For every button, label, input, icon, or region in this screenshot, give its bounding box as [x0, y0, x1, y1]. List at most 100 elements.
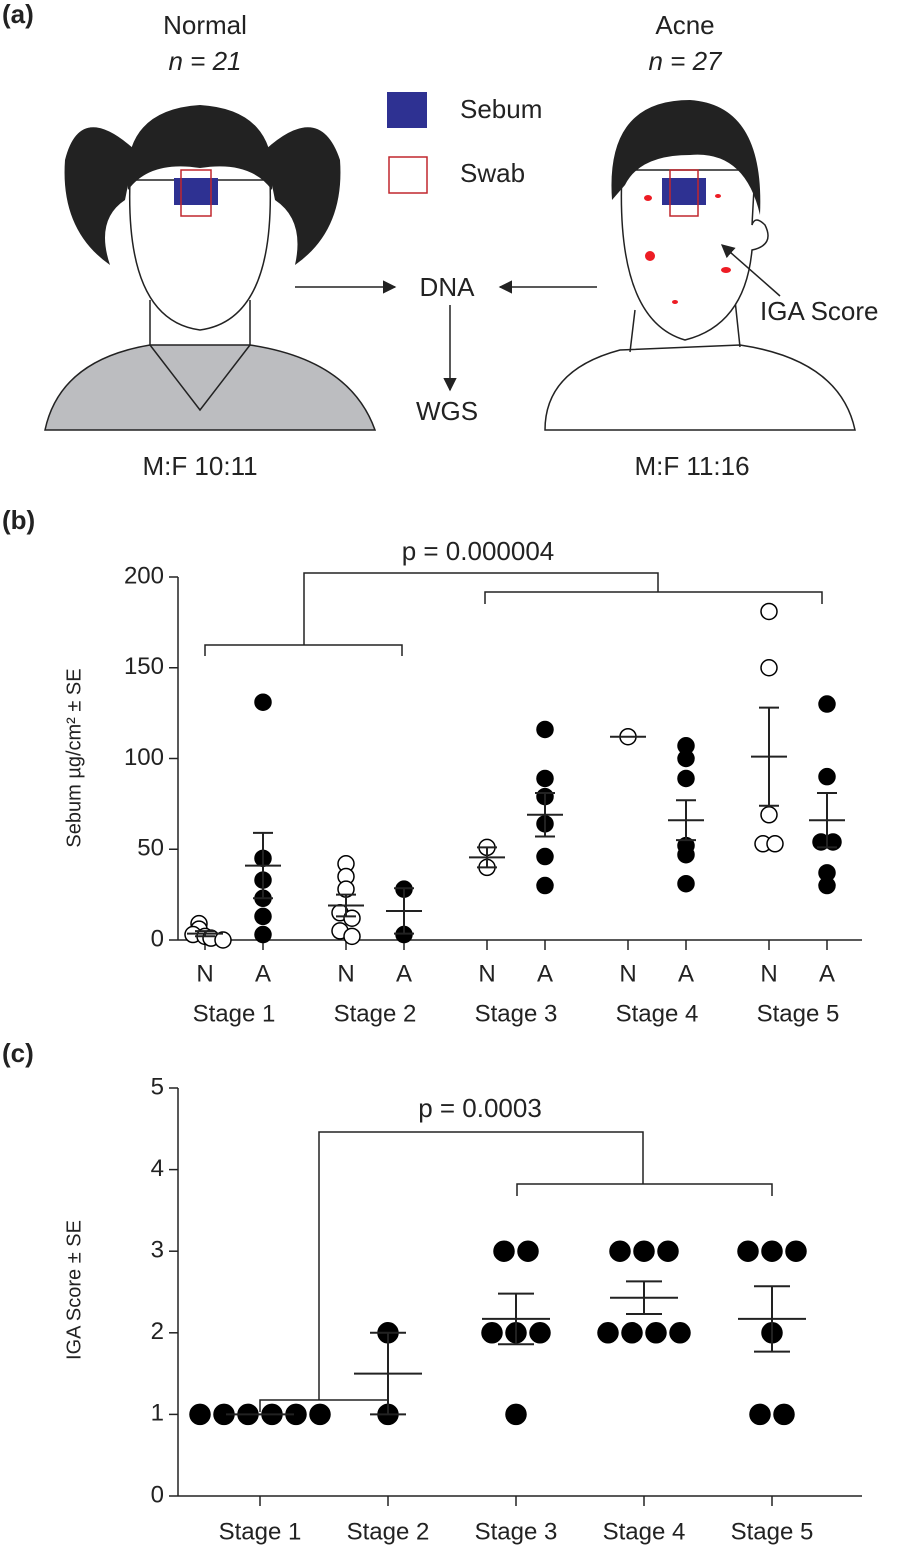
error-bar: [676, 799, 696, 842]
significance-bracket: [204, 572, 823, 656]
y-tick-label: 200: [124, 562, 164, 589]
data-point: [773, 1403, 795, 1426]
group-title: Normal: [163, 10, 247, 40]
error-bar: [253, 831, 273, 900]
data-point: [609, 1240, 631, 1262]
data-point: [536, 720, 554, 739]
legend-label: Sebum: [460, 94, 542, 124]
group-label: Stage 3: [475, 1000, 558, 1027]
data-point: [824, 833, 842, 851]
error-bar: [759, 706, 779, 807]
data-point: [677, 845, 695, 864]
data-point: [761, 1240, 783, 1262]
sex-ratio: M:F 10:11: [142, 451, 257, 481]
x-tick-label: Stage 4: [603, 1518, 686, 1545]
x-tick-label: N: [478, 960, 495, 987]
legend-swatches: [387, 92, 428, 194]
y-tick-label: 150: [124, 653, 164, 680]
group-title: Acne: [655, 10, 714, 40]
y-tick-label: 4: [151, 1155, 164, 1182]
data-point: [517, 1240, 539, 1262]
x-tick-label: Stage 5: [731, 1518, 814, 1545]
y-axis-label: IGA Score ± SE: [63, 1220, 85, 1360]
data-point: [818, 767, 836, 786]
x-tick-label: A: [819, 960, 835, 987]
p-value: p = 0.0003: [418, 1093, 542, 1123]
y-tick-label: 5: [151, 1073, 164, 1100]
data-point: [343, 927, 361, 946]
group-label: Stage 5: [757, 1000, 840, 1027]
x-tick-label: N: [337, 960, 354, 987]
x-tick-label: A: [678, 960, 694, 987]
x-tick-label: A: [255, 960, 271, 987]
data-point: [505, 1403, 527, 1426]
data-point: [536, 876, 554, 895]
group-n: n = 21: [168, 46, 241, 76]
data-point: [737, 1240, 759, 1262]
x-tick-label: Stage 3: [475, 1518, 558, 1545]
data-point: [657, 1240, 679, 1262]
error-bar: [535, 791, 555, 838]
error-bar: [394, 887, 414, 935]
data-point: [529, 1322, 551, 1344]
data-point: [493, 1240, 515, 1262]
y-tick-label: 1: [151, 1400, 164, 1427]
panel-label: (b): [2, 505, 35, 535]
error-bar: [626, 1280, 662, 1316]
error-bar: [336, 893, 356, 918]
data-point: [254, 693, 272, 711]
data-point: [818, 695, 836, 713]
group-label: Stage 1: [193, 1000, 276, 1027]
error-bar: [370, 1331, 406, 1416]
error-bar: [477, 846, 497, 869]
data-point: [597, 1322, 619, 1344]
data-point: [677, 749, 695, 768]
data-point: [633, 1240, 655, 1262]
y-axis-label: Sebum µg/cm² ± SE: [63, 668, 85, 847]
error-bar: [754, 1285, 790, 1353]
data-point: [677, 874, 695, 893]
data-point: [766, 835, 784, 853]
panel-label: (a): [2, 0, 34, 29]
data-point: [254, 925, 272, 944]
sex-ratio: M:F 11:16: [634, 451, 749, 481]
data-point: [481, 1322, 503, 1344]
normal-figure: [44, 105, 377, 431]
data-point: [536, 847, 554, 866]
y-tick-label: 3: [151, 1237, 164, 1264]
data-point: [749, 1403, 771, 1426]
x-tick-label: A: [396, 960, 412, 987]
data-point: [621, 1322, 643, 1344]
x-tick-label: Stage 1: [219, 1518, 302, 1545]
data-point: [760, 659, 778, 677]
y-tick-label: 50: [137, 835, 164, 862]
group-label: Stage 4: [616, 1000, 699, 1027]
data-point: [785, 1240, 807, 1262]
legend-label: Swab: [460, 158, 525, 188]
x-tick-label: N: [760, 960, 777, 987]
data-point: [669, 1322, 691, 1344]
wgs-label: WGS: [416, 396, 478, 426]
acne-figure: [544, 100, 856, 431]
data-point: [760, 602, 778, 621]
p-value: p = 0.000004: [402, 536, 555, 566]
arrows: [295, 244, 781, 392]
data-point: [343, 909, 361, 927]
data-point: [677, 769, 695, 788]
data-point: [309, 1403, 331, 1426]
dna-label: DNA: [420, 272, 476, 302]
x-tick-label: Stage 2: [347, 1518, 430, 1545]
group-label: Stage 2: [334, 1000, 417, 1027]
error-bar: [195, 930, 215, 938]
y-tick-label: 0: [151, 1481, 164, 1508]
data-point: [189, 1403, 211, 1426]
data-point: [760, 806, 778, 824]
data-point: [645, 1322, 667, 1344]
data-point: [254, 907, 272, 926]
error-bar: [817, 791, 837, 849]
x-tick-label: N: [196, 960, 213, 987]
significance-bracket: [259, 1131, 773, 1412]
x-tick-label: A: [537, 960, 553, 987]
x-tick-label: N: [619, 960, 636, 987]
